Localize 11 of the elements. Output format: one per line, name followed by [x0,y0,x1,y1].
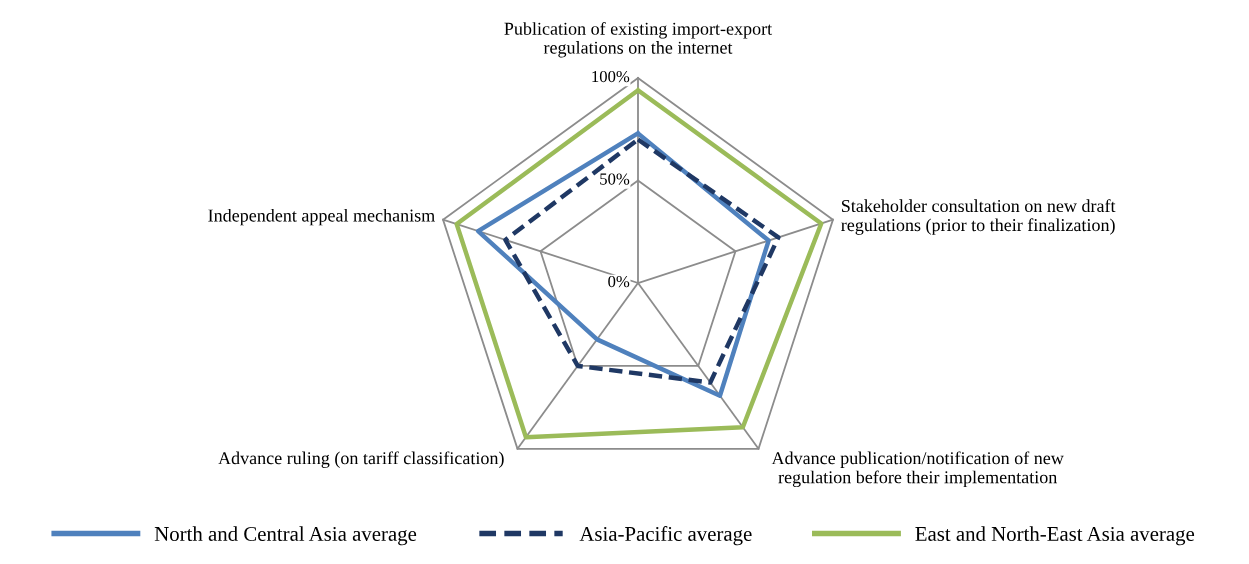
spoke-label: Publication of existing import-export regulations on the internet [504,21,773,58]
y-tick-label: 100% [592,70,630,83]
legend-label: East and North-East Asia average [915,526,1195,546]
legend-label: Asia-Pacific average [579,526,752,546]
spoke-label: Stakeholder consultation on new draft regulations (prior to their finalization) [841,199,1116,235]
spoke-label: Independent appeal mechanism [208,208,435,226]
legend-label: North and Central Asia average [154,526,417,546]
y-tick-label: 0% [608,275,630,288]
y-tick-label: 50% [600,173,630,185]
spoke-label: Advance ruling (on tariff classification) [218,451,504,468]
spoke-label: Advance publication/notification of new regulation before their implementation [771,451,1064,488]
